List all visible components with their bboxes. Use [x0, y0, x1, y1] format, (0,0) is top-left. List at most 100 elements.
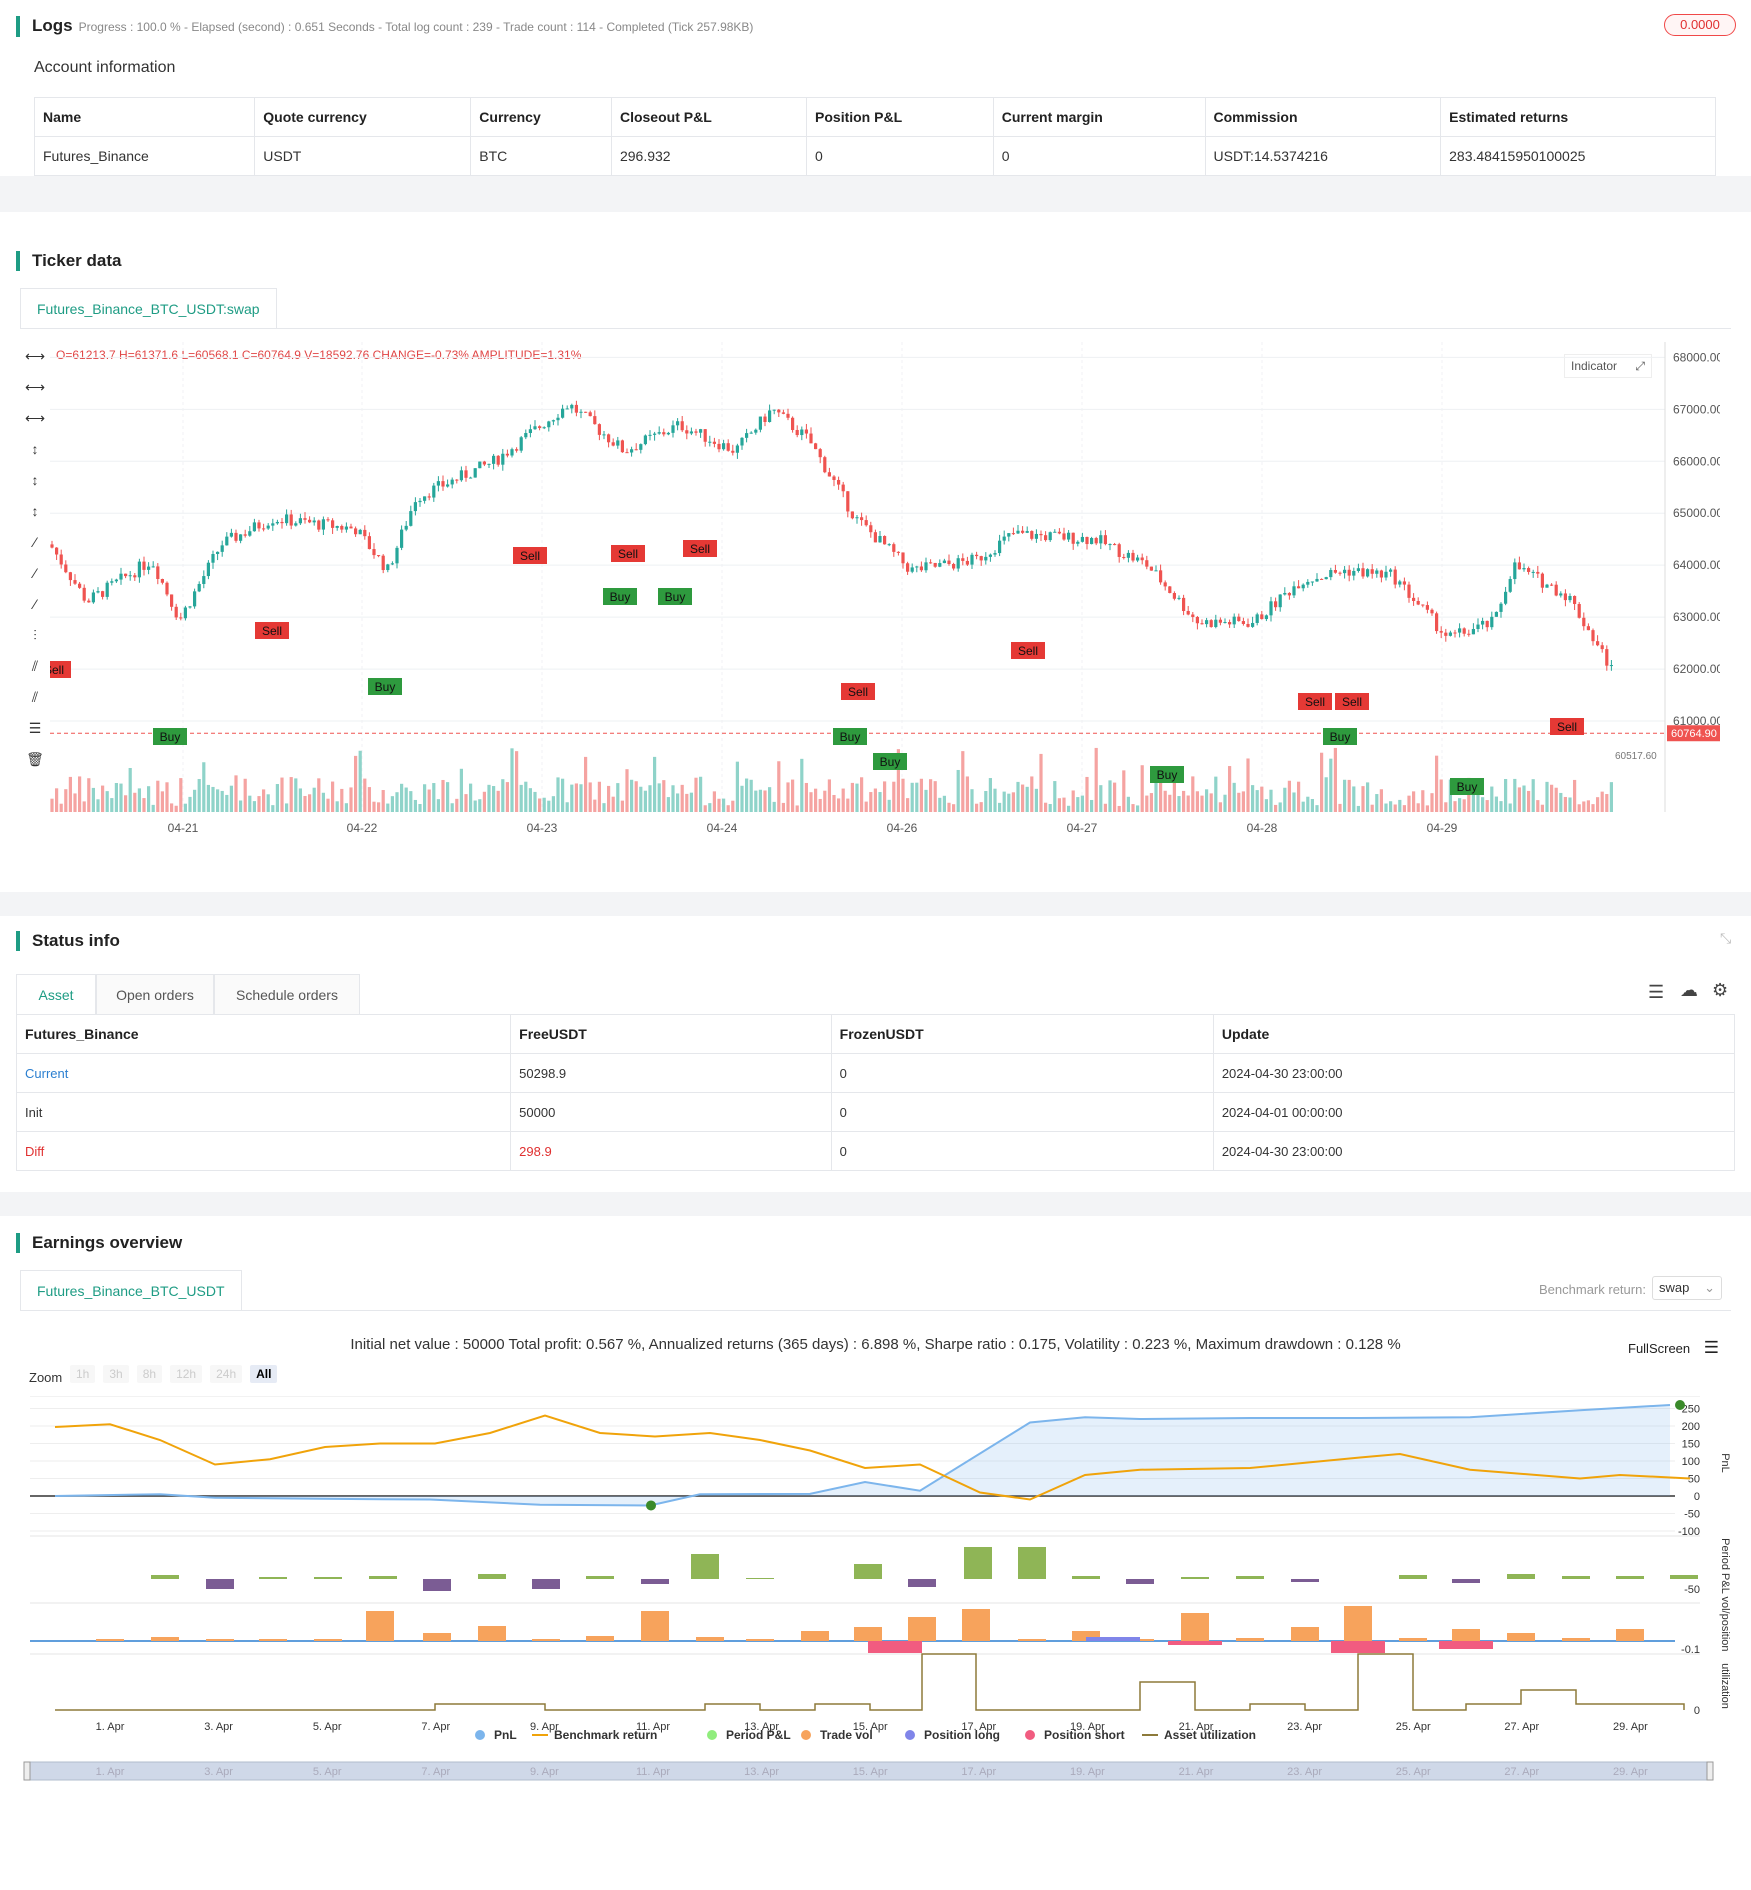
volume-bar [1458, 798, 1462, 812]
candle-body [961, 558, 965, 561]
volume-bar [340, 788, 344, 812]
ray-line-icon[interactable]: ⁄ [33, 565, 37, 581]
volume-bar [174, 805, 178, 812]
gear-icon[interactable]: ⚙ [1712, 980, 1729, 1000]
horizontal-ray-icon[interactable]: ⟷ [24, 379, 46, 395]
logs-badge[interactable]: 0.0000 [1664, 14, 1736, 36]
candlestick-chart[interactable]: 68000.00 67000.00 66000.00 65000.00 64000.00… [50, 342, 1720, 862]
axis-title: Period P&L [1719, 1538, 1731, 1594]
trend-line-icon[interactable]: ⁄ [33, 534, 37, 550]
pnl-y-label: 300 [1682, 1396, 1700, 1398]
horizontal-line-icon[interactable]: ⟷ [24, 348, 46, 364]
tab-asset[interactable]: Asset [16, 974, 96, 1014]
volume-bar [1559, 792, 1563, 812]
volume-bar [459, 768, 463, 812]
fullscreen-button[interactable]: FullScreen ☰ [1628, 1338, 1719, 1358]
volume-bar [837, 798, 841, 812]
volume-bar [841, 788, 845, 812]
trade-vol-bar [962, 1609, 990, 1641]
benchmark-select[interactable]: swap ⌄ [1652, 1276, 1722, 1300]
volume-bar [1540, 804, 1544, 812]
candle-body [91, 592, 95, 603]
period-pnl-bar [908, 1579, 936, 1587]
fib-levels-icon[interactable]: ☰ [28, 720, 42, 736]
collapse-icon[interactable]: ⤡ [1720, 930, 1732, 946]
volume-bar [1582, 801, 1586, 812]
volume-bar [519, 784, 523, 812]
candle-body [459, 470, 463, 481]
volume-bar [423, 784, 427, 812]
volume-bar [1007, 793, 1011, 812]
account-table: Name Quote currency Currency Closeout P&L Po… [33, 97, 1716, 176]
zoom-All[interactable]: All [250, 1365, 278, 1383]
legend-label: Asset utilization [1164, 1728, 1256, 1742]
candle-body [1347, 569, 1351, 576]
candle-body [547, 421, 551, 428]
volume-bar [772, 801, 776, 812]
ohlc-readout: O=61213.7 H=61371.6 L=60568.1 C=60764.9 … [56, 348, 582, 362]
candle-body [699, 429, 703, 433]
ticker-tab-divider [20, 328, 1731, 329]
candle-body [1030, 531, 1034, 539]
cloud-download-icon[interactable]: ☁ [1680, 980, 1698, 1000]
volume-bar [1057, 798, 1061, 812]
zoom-24h[interactable]: 24h [210, 1365, 243, 1383]
price-range-icon[interactable]: ⫶ [33, 627, 37, 643]
extended-line-icon[interactable]: ⟷ [24, 410, 46, 426]
sell-signal-label: Sell [520, 549, 540, 563]
trash-icon[interactable]: 🗑 [26, 751, 44, 767]
candle-body [1536, 571, 1540, 574]
candle-body [837, 479, 841, 485]
pitchfork-icon[interactable]: ⫽ [31, 689, 39, 705]
sell-signal-badge [1550, 718, 1584, 735]
tab-ticker-symbol[interactable]: Futures_Binance_BTC_USDT:swap [20, 288, 277, 328]
candle-body [956, 558, 960, 569]
volume-bar [124, 795, 128, 812]
legend-marker [475, 1730, 485, 1740]
legend-label: Period P&L [726, 1728, 791, 1742]
volume-bar [50, 798, 54, 812]
candle-body [561, 408, 565, 418]
vertical-line-icon[interactable]: ↕ [31, 441, 39, 457]
list-icon[interactable]: ☰ [1648, 982, 1665, 1002]
candle-body [791, 417, 795, 430]
tab-open-orders[interactable]: Open orders [96, 974, 214, 1014]
candle-body [915, 566, 919, 568]
period-pnl-bar [1562, 1576, 1590, 1579]
volume-bar [887, 799, 891, 812]
trade-vol-bar [1562, 1638, 1590, 1641]
volume-bar [193, 789, 197, 812]
zoom-3h[interactable]: 3h [103, 1365, 129, 1383]
candle-body [124, 573, 128, 577]
candle-body [533, 426, 537, 430]
volume-bar [1264, 799, 1268, 812]
volume-bar [850, 782, 854, 812]
tab-earnings-symbol[interactable]: Futures_Binance_BTC_USDT [20, 1270, 242, 1310]
candle-body [1306, 581, 1310, 585]
volume-bar [768, 787, 772, 812]
volume-bar [1444, 802, 1448, 812]
volume-bar [1563, 796, 1567, 812]
zoom-1h[interactable]: 1h [70, 1365, 96, 1383]
tab-schedule-orders[interactable]: Schedule orders [214, 974, 360, 1014]
extended-trend-icon[interactable]: ⁄ [33, 596, 37, 612]
date-tick-label: 04-26 [887, 821, 918, 835]
vertical-segment-icon[interactable]: ↕ [31, 503, 39, 519]
candle-body [423, 496, 427, 501]
candle-body [1550, 584, 1554, 586]
earnings-chart[interactable]: 300 250 200 150 100 50 0 -50 -100 -50 -0.1 0 PnL Peri… [0, 1396, 1751, 1856]
sell-signal-badge [50, 661, 71, 678]
zoom-8h[interactable]: 8h [136, 1365, 163, 1383]
candle-body [754, 429, 758, 433]
volume-bar [1490, 786, 1494, 812]
indicator-button[interactable]: Indicator ⤢ [1564, 354, 1652, 378]
buy-signal-label: Buy [1457, 780, 1478, 794]
vertical-ray-icon[interactable]: ↕ [31, 472, 39, 488]
parallel-channel-icon[interactable]: ⫽ [31, 658, 39, 674]
pnl-y-label: 200 [1682, 1421, 1700, 1433]
zoom-12h[interactable]: 12h [170, 1365, 203, 1383]
volume-bar [758, 789, 762, 812]
volume-bar [404, 787, 408, 812]
volume-bar [1522, 785, 1526, 812]
buy-signal-label: Buy [1157, 768, 1178, 782]
